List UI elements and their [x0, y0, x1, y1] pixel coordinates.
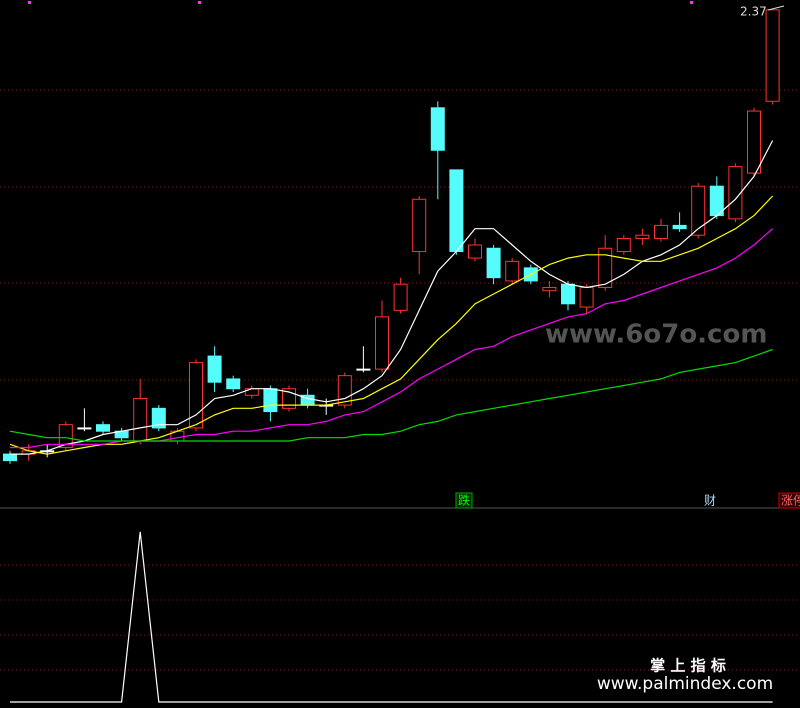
- candle-body: [561, 283, 575, 305]
- sub-panel: [10, 531, 773, 703]
- marker-box: [778, 492, 800, 509]
- tick-dot: [690, 1, 693, 4]
- candle-body: [635, 234, 650, 239]
- candle-body: [58, 424, 73, 449]
- candle-body: [542, 286, 557, 292]
- candle-body: [505, 260, 520, 282]
- candle-body: [430, 107, 445, 151]
- candle-body: [468, 244, 482, 259]
- candle-body: [337, 375, 352, 406]
- candle-body: [3, 453, 17, 462]
- candle-body: [728, 166, 743, 220]
- candle-body: [189, 362, 203, 429]
- candle-body: [486, 247, 501, 279]
- candle-body: [393, 283, 408, 311]
- candle-body: [672, 224, 687, 230]
- site: www.palmindex.com: [597, 674, 773, 694]
- candle-body: [579, 286, 594, 308]
- high-arrow: [767, 5, 785, 11]
- candle-body: [207, 355, 222, 383]
- candle-body: [77, 427, 92, 430]
- brand: 掌 上 指 标: [650, 657, 726, 675]
- candle-body: [598, 247, 613, 288]
- candle-body: [263, 388, 278, 413]
- candle-body: [412, 198, 427, 253]
- candle-body: [151, 407, 166, 429]
- marker-box: [455, 492, 473, 509]
- candle-body: [226, 378, 241, 390]
- tick-dot: [28, 1, 31, 4]
- candle-body: [765, 9, 780, 102]
- marker: 涨停: [781, 493, 800, 508]
- moving-average: [9, 348, 773, 442]
- candle-body: [691, 185, 706, 236]
- marker: 跌: [458, 493, 470, 508]
- tick-dot: [198, 1, 201, 4]
- watermark: www.6o7o.com: [545, 320, 767, 350]
- high-label: 2.37: [740, 5, 767, 19]
- candle-body: [356, 368, 371, 371]
- grid: [0, 89, 800, 671]
- indicator-line: [10, 531, 773, 703]
- candle-body: [747, 110, 761, 174]
- moving-average: [10, 140, 774, 455]
- candle-body: [654, 224, 668, 239]
- candle-body: [616, 237, 631, 253]
- candle-body: [133, 398, 148, 442]
- candle-body: [96, 424, 110, 432]
- main-panel: [3, 9, 780, 464]
- candle-body: [449, 169, 464, 253]
- candle-body: [375, 316, 389, 370]
- marker: 财: [704, 494, 716, 508]
